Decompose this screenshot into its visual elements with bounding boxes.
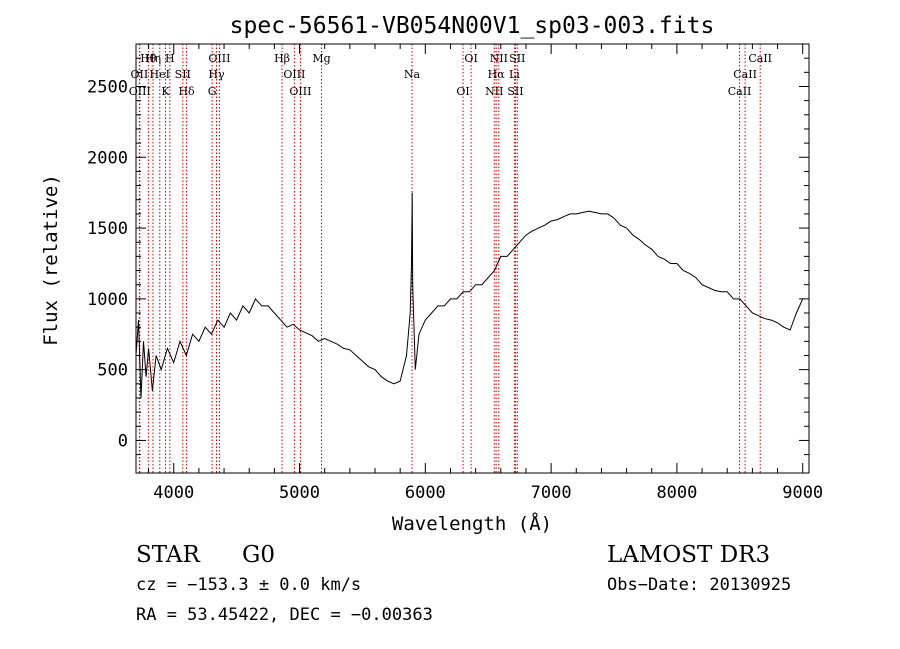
- line-label: OIII: [129, 85, 151, 98]
- y-tick-label: 500: [97, 361, 128, 381]
- x-tick-label: 4000: [153, 483, 194, 503]
- line-label: Hα: [488, 68, 506, 81]
- line-label: OII: [131, 68, 149, 81]
- line-label: H: [165, 52, 175, 65]
- coordinates: RA = 53.45422, DEC = −0.00363: [136, 605, 433, 625]
- x-tick-label: 7000: [531, 483, 572, 503]
- line-label: Mg: [312, 52, 330, 65]
- x-tick-label: 8000: [656, 483, 697, 503]
- line-label: OI: [464, 52, 477, 65]
- line-label: CaII: [748, 52, 772, 65]
- line-label: HeI: [150, 68, 170, 81]
- x-tick-label: 6000: [405, 483, 446, 503]
- y-tick-label: 2500: [87, 77, 128, 97]
- line-label: CaII: [728, 85, 752, 98]
- line-label: SII: [507, 85, 523, 98]
- y-tick-label: 0: [118, 431, 128, 451]
- line-label: NII: [490, 52, 508, 65]
- y-tick-label: 2000: [87, 148, 128, 168]
- y-axis-ticks: 0 500 1000 1500 2000 2500: [87, 57, 809, 456]
- line-label: G: [208, 85, 217, 98]
- spectrum-series-line: [135, 192, 804, 399]
- y-axis-label: Flux (relative): [40, 174, 62, 346]
- line-label: OI: [456, 85, 469, 98]
- line-label: CaII: [733, 68, 757, 81]
- object-subclass: G0: [242, 542, 275, 568]
- line-label: Hθ: [140, 52, 157, 65]
- line-label: Na: [404, 68, 421, 81]
- chart-title: spec-56561-VB054N00V1_sp03-003.fits: [230, 13, 715, 39]
- line-label: NII: [485, 85, 503, 98]
- line-label: SII: [175, 68, 191, 81]
- y-tick-label: 1000: [87, 290, 128, 310]
- line-label: Hγ: [208, 68, 225, 81]
- line-label: SII: [509, 52, 525, 65]
- x-axis-label: Wavelength (Å): [392, 512, 552, 535]
- x-tick-label: 9000: [782, 483, 823, 503]
- line-label: Hβ: [274, 52, 290, 65]
- line-label: OIII: [289, 85, 311, 98]
- survey-name: LAMOST DR3: [607, 542, 770, 568]
- object-class: STAR: [136, 542, 200, 568]
- line-label: Hη: [145, 52, 161, 65]
- emission-line-labels: HθOIIOIIIHηHeIKHSIIHδOIIIHγGHβOIIIOIIIMg…: [129, 52, 772, 98]
- observation-date: Obs−Date: 20130925: [607, 575, 791, 595]
- y-tick-label: 1500: [87, 219, 128, 239]
- line-label: K: [161, 85, 170, 98]
- x-tick-label: 5000: [279, 483, 320, 503]
- line-label: OIII: [283, 68, 305, 81]
- line-label: Hδ: [178, 85, 195, 98]
- x-axis-ticks: 4000 5000 6000 7000 8000 9000: [148, 44, 823, 503]
- plot-frame: [135, 43, 810, 474]
- line-label: Li: [509, 68, 520, 81]
- line-label: OIII: [208, 52, 230, 65]
- redshift-value: cz = −153.3 ± 0.0 km/s: [136, 575, 361, 595]
- emission-line-markers: [138, 44, 761, 473]
